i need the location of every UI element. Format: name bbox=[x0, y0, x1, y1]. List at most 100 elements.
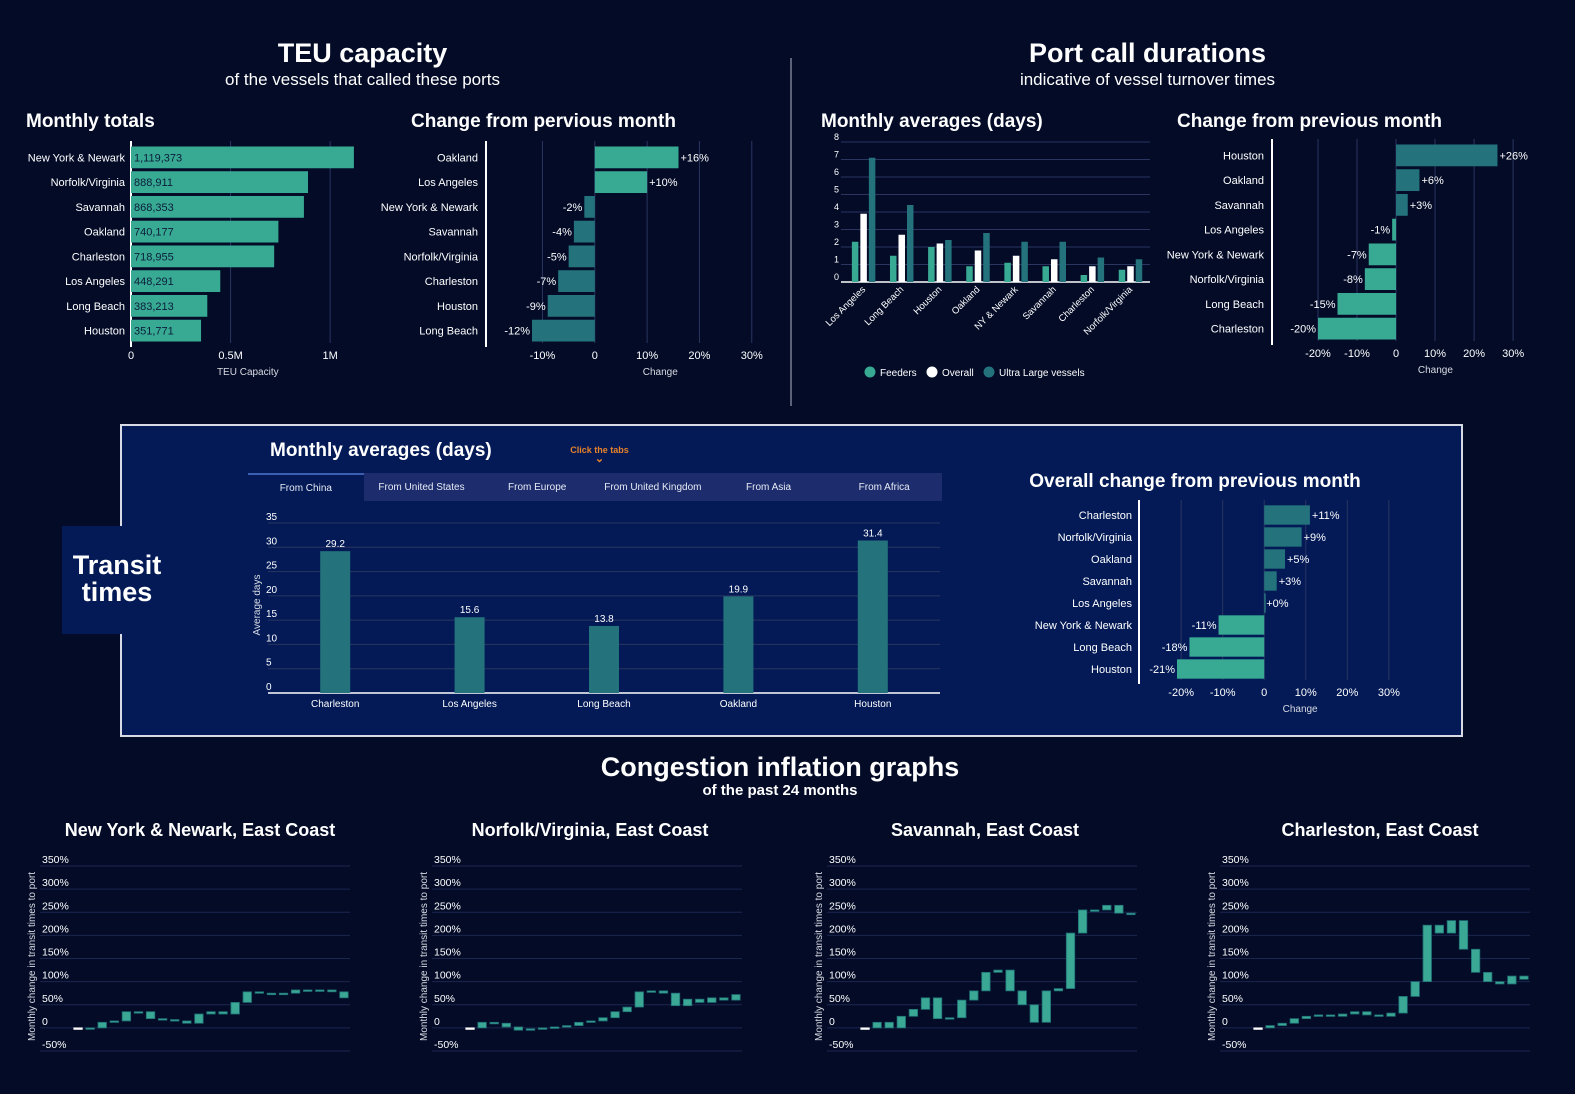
tick-label: 0 bbox=[1261, 687, 1267, 699]
value-label: -1% bbox=[1371, 225, 1391, 237]
category-label: Charleston bbox=[72, 251, 125, 263]
category-label: Norfolk/Virginia bbox=[1058, 532, 1133, 544]
waterfall-bar-month-10 bbox=[969, 990, 979, 1001]
legend-label: Feeders bbox=[880, 368, 917, 379]
category-label: Savannah bbox=[1082, 576, 1132, 588]
waterfall-bar-month-12 bbox=[598, 1017, 608, 1022]
category-label: Charleston bbox=[1079, 510, 1132, 522]
tick-label: 200% bbox=[829, 923, 856, 935]
waterfall-bar-month-3 bbox=[884, 1021, 894, 1029]
category-label: Los Angeles bbox=[442, 699, 497, 710]
tab-from-asia[interactable]: From Asia bbox=[746, 481, 792, 493]
waterfall-bar-month-12 bbox=[1386, 1012, 1396, 1017]
waterfall-bar-month-8 bbox=[1338, 1013, 1348, 1017]
category-label: Charleston bbox=[425, 276, 478, 288]
waterfall-bar-month-2 bbox=[477, 1021, 487, 1029]
tab-from-united-kingdom[interactable]: From United Kingdom bbox=[604, 481, 702, 493]
port-call-change-title: Change from previous month bbox=[1177, 111, 1442, 132]
waterfall-bar-month-6 bbox=[133, 1011, 144, 1014]
tick-label: -10% bbox=[1210, 687, 1236, 699]
category-label: Charleston bbox=[1211, 324, 1264, 336]
waterfall-bar-month-9 bbox=[562, 1025, 572, 1028]
tab-from-united-states[interactable]: From United States bbox=[378, 481, 465, 493]
value-label: +26% bbox=[1499, 150, 1528, 162]
tick-label: 25 bbox=[266, 561, 278, 572]
waterfall-bar-month-6 bbox=[525, 1028, 536, 1031]
bar-new-york-newark bbox=[1368, 243, 1397, 266]
y-axis-label: Monthly change in transit times to port bbox=[814, 872, 825, 1041]
category-label: Long Beach bbox=[1205, 299, 1264, 311]
tick-label: 50% bbox=[829, 993, 850, 1005]
tick-label: 250% bbox=[829, 900, 856, 912]
congestion-title: Congestion inflation graphs bbox=[600, 752, 960, 782]
tick-label: 250% bbox=[434, 900, 461, 912]
bar-long-beach bbox=[131, 294, 208, 317]
category-label: Norfolk/Virginia bbox=[404, 251, 479, 263]
transit-avg-chart: 0 5 10 15 20 25 30 35 Average days 29.2 Charleston… bbox=[252, 512, 940, 710]
waterfall-bar-month-16 bbox=[1434, 924, 1444, 934]
bar-los-angeles-overall bbox=[860, 213, 867, 282]
chevron-down-icon: ⌄ bbox=[594, 453, 605, 465]
waterfall-bar-month-13 bbox=[1005, 969, 1015, 992]
bar-long-beach bbox=[532, 319, 595, 342]
waterfall-bar-month-19 bbox=[1470, 948, 1481, 973]
click-tabs-hint-text: Click the tabs bbox=[570, 445, 629, 455]
value-label: +11% bbox=[1312, 510, 1340, 522]
tick-label: 300% bbox=[1222, 877, 1249, 889]
value-label: 29.2 bbox=[325, 539, 345, 550]
tick-label: 150% bbox=[42, 947, 69, 959]
category-label: Oakland bbox=[720, 699, 757, 710]
bar-charleston bbox=[558, 270, 595, 293]
waterfall-bar-month-2 bbox=[872, 1021, 882, 1029]
value-label: -20% bbox=[1290, 324, 1316, 336]
tick-label: 8 bbox=[834, 132, 839, 142]
waterfall-bar-month-23 bbox=[339, 991, 349, 999]
transit-avg-title: Monthly averages (days) bbox=[270, 440, 492, 461]
waterfall-bar-month-22 bbox=[1114, 904, 1124, 914]
category-label: Norfolk/Virginia bbox=[1190, 274, 1265, 286]
value-label: -5% bbox=[547, 251, 567, 263]
tick-label: 350% bbox=[1222, 854, 1249, 866]
tick-label: 0 bbox=[829, 1016, 835, 1028]
waterfall-bar-month-15 bbox=[1422, 924, 1432, 983]
tick-label: 15 bbox=[266, 609, 278, 620]
waterfall-bar-month-3 bbox=[1277, 1022, 1287, 1026]
tick-label: 100% bbox=[434, 970, 461, 982]
waterfall-bar-month-21 bbox=[707, 997, 717, 1003]
category-label: Los Angeles bbox=[824, 284, 869, 329]
value-label: -7% bbox=[1347, 249, 1367, 261]
tick-label: 1M bbox=[322, 350, 337, 362]
bar-new-york-newark bbox=[131, 146, 354, 169]
tab-from-africa[interactable]: From Africa bbox=[858, 481, 910, 493]
value-label: -12% bbox=[504, 326, 530, 338]
tab-from-china[interactable]: From China bbox=[248, 473, 364, 501]
tick-label: -50% bbox=[42, 1039, 67, 1051]
bar-long-beach bbox=[1189, 637, 1265, 657]
bar-oakland bbox=[594, 146, 679, 169]
waterfall-bar-month-19 bbox=[682, 998, 693, 1007]
legend-dot bbox=[864, 366, 876, 378]
tick-label: 7 bbox=[834, 150, 839, 160]
category-label: New York & Newark bbox=[28, 152, 126, 164]
bar-norfolk-virginia-feeders bbox=[1118, 269, 1126, 282]
tick-label: -50% bbox=[829, 1039, 854, 1051]
waterfall-bar-month-15 bbox=[242, 991, 252, 1003]
value-label: -11% bbox=[1192, 620, 1217, 632]
bar-savannah-overall bbox=[1050, 259, 1058, 282]
category-label: Long Beach bbox=[863, 284, 907, 328]
bar-houston-feeders bbox=[928, 247, 935, 282]
teu-change-chart: -10% 0 10% 20% 30% Oakland +16% Los Angeles +10%… bbox=[381, 141, 763, 378]
tick-label: 10 bbox=[266, 633, 278, 644]
click-tabs-hint: Click the tabs ⌄ bbox=[562, 445, 637, 465]
waterfall-bar-month-13 bbox=[1398, 996, 1408, 1014]
y-axis-label: Average days bbox=[252, 575, 263, 636]
bar-norfolk-virginia-ultra-large-vessels bbox=[1135, 259, 1143, 282]
tab-from-europe[interactable]: From Europe bbox=[508, 481, 567, 493]
bar-charleston-overall bbox=[1089, 266, 1096, 282]
y-axis-label: Monthly change in transit times to port bbox=[27, 872, 38, 1041]
bar-charleston bbox=[1264, 505, 1310, 525]
waterfall-bar-month-1 bbox=[465, 1027, 475, 1030]
value-label: 19.9 bbox=[729, 584, 749, 595]
category-label: Oakland bbox=[1223, 175, 1264, 187]
